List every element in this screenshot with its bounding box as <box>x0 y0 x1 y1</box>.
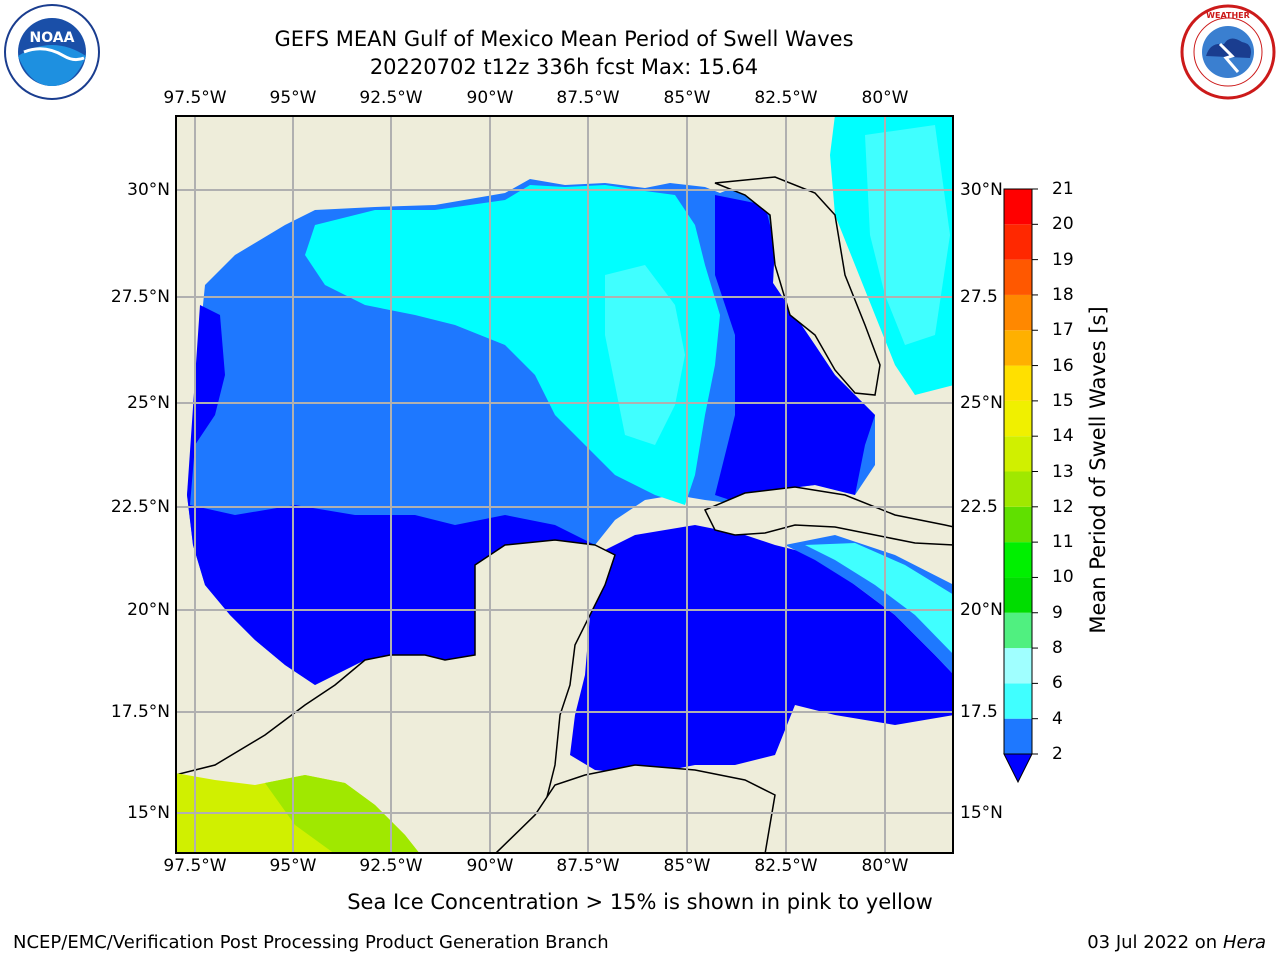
run-date: 03 Jul 2022 on Hera <box>1087 932 1266 953</box>
lat-label-right: 25°N <box>960 393 1003 413</box>
colorbar-band <box>1004 259 1032 295</box>
colorbar-extend-arrow <box>1003 753 1033 784</box>
colorbar-tick-label: 14 <box>1052 426 1074 447</box>
colorbar-band <box>1004 506 1032 543</box>
gulf-peak-swell <box>605 265 685 445</box>
lon-label-top: 80°W <box>861 88 909 108</box>
colorbar-tick-label: 2 <box>1052 744 1063 764</box>
lon-label-top: 92.5°W <box>359 88 423 108</box>
colorbar-tick-label: 17 <box>1052 320 1074 341</box>
colorbar-band <box>1004 542 1032 578</box>
lat-label-right: 20°N <box>960 600 1003 620</box>
colorbar-tick-label: 21 <box>1052 179 1074 199</box>
lon-label-bottom: 87.5°W <box>556 856 620 876</box>
colorbar-band <box>1004 189 1032 225</box>
chart-subtitle: 20220702 t12z 336h fcst Max: 15.64 <box>369 55 759 79</box>
colorbar-tick-label: 15 <box>1052 390 1074 411</box>
colorbar-tick-label: 12 <box>1052 496 1074 517</box>
lat-label-right: 15°N <box>960 803 1003 823</box>
colorbar-band <box>1004 224 1032 260</box>
svg-text:WEATHER: WEATHER <box>1206 11 1250 20</box>
lat-label-left: 20°N <box>127 600 170 620</box>
noaa-logo: NOAA <box>4 4 100 100</box>
lat-label-right: 17.5 <box>960 702 998 722</box>
colorbar-tick-label: 20 <box>1052 214 1074 235</box>
lon-label-top: 90°W <box>466 88 514 108</box>
chart-title: GEFS MEAN Gulf of Mexico Mean Period of … <box>274 27 854 51</box>
pacific-swell-12 <box>265 775 420 854</box>
colorbar-band <box>1004 436 1032 472</box>
colorbar-tick-label: 4 <box>1052 708 1063 729</box>
map-panel <box>174 115 955 855</box>
lon-label-bottom: 85°W <box>663 856 711 876</box>
run-machine: Hera <box>1222 932 1266 953</box>
colorbar <box>1000 185 1040 785</box>
atlantic-peak-swell <box>865 125 950 345</box>
lon-label-top: 95°W <box>269 88 317 108</box>
colorbar-tick-label: 6 <box>1052 673 1063 694</box>
colorbar-tick-label: 11 <box>1052 532 1074 553</box>
colorbar-band <box>1004 577 1032 613</box>
colorbar-band <box>1004 612 1032 649</box>
lon-label-bottom: 90°W <box>466 856 514 876</box>
branch-credit: NCEP/EMC/Verification Post Processing Pr… <box>13 932 609 953</box>
colorbar-label: Mean Period of Swell Waves [s] <box>1086 306 1110 634</box>
lon-label-bottom: 97.5°W <box>163 856 227 876</box>
lon-label-bottom: 80°W <box>861 856 909 876</box>
lat-label-left: 30°N <box>127 180 170 200</box>
run-date-text: 03 Jul 2022 on <box>1087 932 1218 953</box>
cuba-land <box>703 486 955 546</box>
map-frame <box>175 115 954 854</box>
lat-label-left: 22.5°N <box>110 497 170 517</box>
colorbar-band <box>1004 718 1032 754</box>
lat-label-right: 22.5 <box>960 497 998 517</box>
lat-label-right: 30°N <box>960 180 1003 200</box>
central-america-land <box>493 764 776 855</box>
colorbar-band <box>1004 471 1032 507</box>
colorbar-svg <box>1003 188 1038 784</box>
colorbar-band <box>1004 330 1032 366</box>
caribbean-high-swell <box>805 543 954 655</box>
ice-note: Sea Ice Concentration > 15% is shown in … <box>347 890 933 914</box>
colorbar-band <box>1004 294 1032 331</box>
map-svg <box>174 115 955 855</box>
colorbar-tick-label: 9 <box>1052 602 1063 623</box>
colorbar-band <box>1004 648 1032 684</box>
graticule <box>175 115 954 854</box>
lon-label-bottom: 95°W <box>269 856 317 876</box>
colorbar-band <box>1004 400 1032 437</box>
lat-label-left: 25°N <box>127 393 170 413</box>
nws-logo: WEATHER <box>1180 4 1276 100</box>
lat-label-left: 17.5°N <box>110 702 170 722</box>
colorbar-tick-label: 18 <box>1052 284 1074 305</box>
colorbar-tick-label: 10 <box>1052 567 1074 588</box>
lon-label-top: 97.5°W <box>163 88 227 108</box>
lat-label-right: 27.5 <box>960 287 998 307</box>
lon-label-top: 87.5°W <box>556 88 620 108</box>
lon-label-bottom: 82.5°W <box>754 856 818 876</box>
gulf-high-swell <box>305 185 720 505</box>
colorbar-band <box>1004 365 1032 401</box>
colorbar-tick-label: 19 <box>1052 249 1074 270</box>
lon-label-bottom: 92.5°W <box>359 856 423 876</box>
lat-label-left: 15°N <box>127 803 170 823</box>
lon-label-top: 82.5°W <box>754 88 818 108</box>
florida-land <box>714 176 881 396</box>
lat-label-left: 27.5°N <box>110 287 170 307</box>
colorbar-band <box>1004 683 1032 719</box>
colorbar-tick-label: 13 <box>1052 461 1074 482</box>
gulf-low-swell-east <box>715 195 875 505</box>
colorbar-tick-label: 16 <box>1052 355 1074 376</box>
noaa-logo-text: NOAA <box>30 30 75 46</box>
colorbar-tick-label: 8 <box>1052 638 1063 659</box>
lon-label-top: 85°W <box>663 88 711 108</box>
